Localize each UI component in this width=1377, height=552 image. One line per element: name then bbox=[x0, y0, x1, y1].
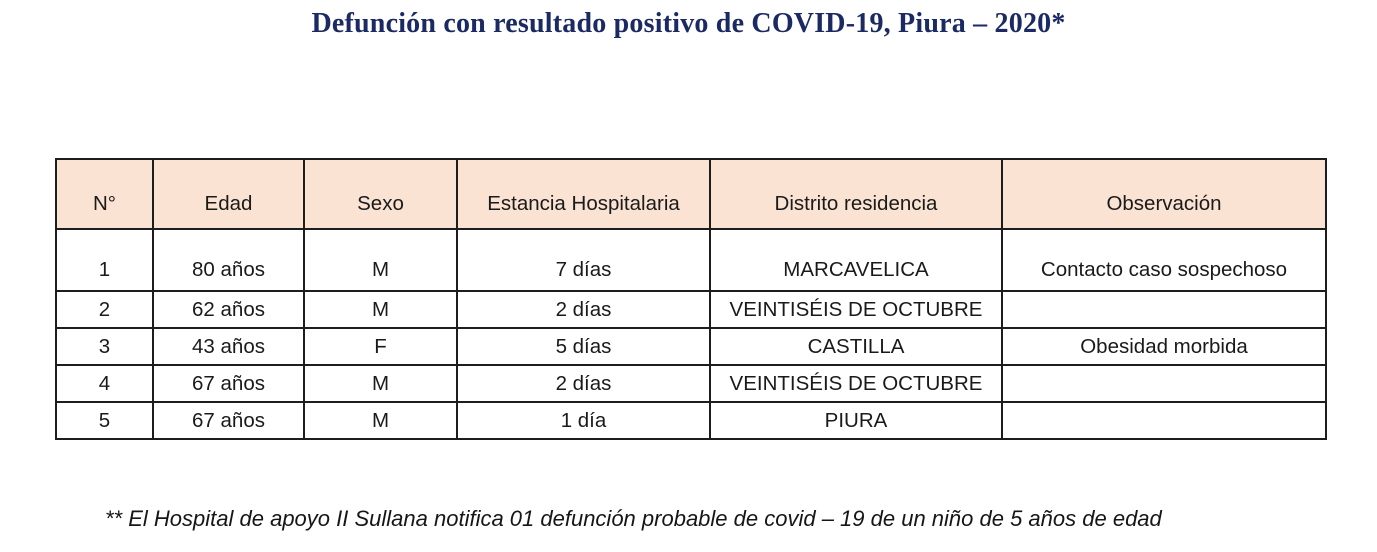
table-header-row: N° Edad Sexo Estancia Hospitalaria Distr… bbox=[55, 158, 1327, 230]
table-cell: VEINTISÉIS DE OCTUBRE bbox=[709, 364, 1003, 403]
table-cell: Obesidad morbida bbox=[1001, 327, 1327, 366]
table-row: 3 43 años F 5 días CASTILLA Obesidad morbida bbox=[55, 327, 1327, 366]
table-row: 2 62 años M 2 días VEINTISÉIS DE OCTUBRE bbox=[55, 290, 1327, 329]
table-row: 4 67 años M 2 días VEINTISÉIS DE OCTUBRE bbox=[55, 364, 1327, 403]
table-cell: M bbox=[303, 228, 458, 292]
table-cell: M bbox=[303, 364, 458, 403]
table-cell: MARCAVELICA bbox=[709, 228, 1003, 292]
table-cell bbox=[1001, 290, 1327, 329]
column-header-sexo: Sexo bbox=[303, 158, 458, 230]
table-row: 5 67 años M 1 día PIURA bbox=[55, 401, 1327, 440]
table-header: N° Edad Sexo Estancia Hospitalaria Distr… bbox=[55, 158, 1327, 230]
table-cell: 5 días bbox=[456, 327, 711, 366]
table-cell: Contacto caso sospechoso bbox=[1001, 228, 1327, 292]
table-row: 1 80 años M 7 días MARCAVELICA Contacto caso … bbox=[55, 228, 1327, 292]
column-header-edad: Edad bbox=[152, 158, 305, 230]
table-cell: 2 bbox=[55, 290, 154, 329]
column-header-distrito-residencia: Distrito residencia bbox=[709, 158, 1003, 230]
table-cell: 2 días bbox=[456, 364, 711, 403]
table-cell: 3 bbox=[55, 327, 154, 366]
table-cell bbox=[1001, 401, 1327, 440]
table-cell bbox=[1001, 364, 1327, 403]
column-header-observacion: Observación bbox=[1001, 158, 1327, 230]
table-cell: M bbox=[303, 290, 458, 329]
table-cell: CASTILLA bbox=[709, 327, 1003, 366]
table-cell: 67 años bbox=[152, 401, 305, 440]
table-cell: 4 bbox=[55, 364, 154, 403]
table-cell: 1 día bbox=[456, 401, 711, 440]
table-cell: 80 años bbox=[152, 228, 305, 292]
table-cell: F bbox=[303, 327, 458, 366]
deaths-table: N° Edad Sexo Estancia Hospitalaria Distr… bbox=[55, 158, 1327, 440]
table-cell: M bbox=[303, 401, 458, 440]
footnote: ** El Hospital de apoyo II Sullana notif… bbox=[105, 506, 1162, 531]
table-cell: 67 años bbox=[152, 364, 305, 403]
table-cell: 7 días bbox=[456, 228, 711, 292]
table-cell: 2 días bbox=[456, 290, 711, 329]
table-cell: 43 años bbox=[152, 327, 305, 366]
table-cell: 1 bbox=[55, 228, 154, 292]
table-cell: VEINTISÉIS DE OCTUBRE bbox=[709, 290, 1003, 329]
page-title: Defunción con resultado positivo de COVI… bbox=[311, 8, 1066, 39]
table-cell: 5 bbox=[55, 401, 154, 440]
column-header-numero: N° bbox=[55, 158, 154, 230]
table-body: 1 80 años M 7 días MARCAVELICA Contacto caso … bbox=[55, 228, 1327, 440]
column-header-estancia-hospitalaria: Estancia Hospitalaria bbox=[456, 158, 711, 230]
table-cell: 62 años bbox=[152, 290, 305, 329]
table-cell: PIURA bbox=[709, 401, 1003, 440]
